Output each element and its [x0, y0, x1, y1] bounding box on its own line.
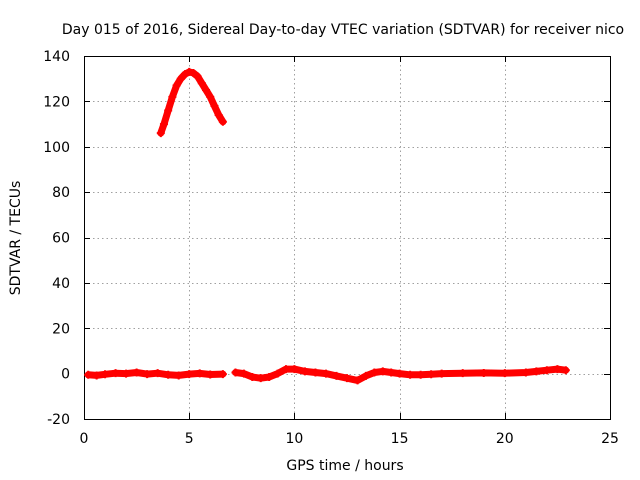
data-point	[395, 369, 404, 378]
y-tick-label: 60	[52, 231, 70, 247]
data-point	[437, 369, 446, 378]
data-point	[159, 120, 168, 129]
y-tick-label: 100	[43, 140, 70, 156]
x-tick-label: 15	[391, 431, 409, 447]
data-point	[532, 367, 541, 376]
data-point	[164, 370, 173, 379]
data-point	[84, 370, 93, 379]
data-point	[561, 366, 570, 375]
data-point	[332, 371, 341, 380]
data-point	[239, 369, 248, 378]
plot-frame	[84, 56, 611, 420]
data-point	[206, 370, 215, 379]
y-tick-label: 20	[52, 321, 70, 337]
data-point	[185, 370, 194, 379]
data-point	[416, 370, 425, 379]
data-point	[132, 368, 141, 377]
data-point	[92, 371, 101, 380]
data-point	[311, 368, 320, 377]
data-point	[143, 370, 152, 379]
data-point	[197, 79, 206, 88]
x-tick-label: 20	[496, 431, 514, 447]
data-point	[387, 368, 396, 377]
data-point	[343, 374, 351, 383]
data-point	[206, 92, 215, 101]
x-tick-label: 0	[80, 431, 89, 447]
data-point	[218, 370, 227, 379]
data-point	[500, 369, 509, 378]
data-point	[256, 374, 265, 383]
grid-layer	[84, 56, 610, 419]
data-point	[172, 81, 181, 90]
y-tick-label: 0	[61, 367, 70, 383]
data-point	[218, 117, 227, 126]
data-point	[521, 368, 530, 377]
y-tick-label: 120	[43, 94, 70, 110]
data-point	[122, 369, 131, 378]
y-axis-label: SDTVAR / TECUs	[8, 181, 24, 296]
data-point	[427, 370, 436, 379]
data-point	[553, 365, 562, 374]
data-point	[185, 67, 194, 76]
data-point	[156, 129, 165, 138]
data-point	[370, 368, 379, 377]
data-point	[153, 369, 162, 378]
data-point	[353, 376, 362, 385]
data-point	[176, 74, 185, 83]
data-point	[111, 369, 120, 378]
data-point	[174, 371, 183, 380]
data-point	[458, 369, 467, 378]
data-point	[378, 367, 387, 376]
data-point	[273, 369, 282, 378]
y-tick-label: 140	[43, 49, 70, 65]
chart-title: Day 015 of 2016, Sidereal Day-to-day VTE…	[62, 22, 624, 38]
data-point	[202, 86, 211, 95]
y-tick-label: 40	[52, 276, 70, 292]
data-point	[189, 69, 198, 78]
data-point	[180, 70, 189, 79]
data-point	[193, 72, 202, 81]
x-tick-label: 10	[285, 431, 303, 447]
data-point	[406, 370, 415, 379]
data-point	[361, 371, 370, 380]
y-tick-label: 80	[52, 185, 70, 201]
data-point	[231, 368, 240, 377]
data-point	[164, 106, 173, 115]
data-point	[479, 368, 488, 377]
ticks-layer: -20 0 20 40 60 80 100 120 140 0 5 10 15 20 25	[43, 49, 619, 447]
data-point	[290, 365, 299, 374]
data-point	[281, 365, 290, 374]
x-axis-label: GPS time / hours	[286, 458, 403, 474]
data-point	[542, 366, 551, 375]
data-point	[214, 110, 223, 119]
data-point	[210, 101, 219, 110]
data-point	[321, 369, 330, 378]
x-tick-label: 25	[601, 431, 619, 447]
data-point	[101, 370, 110, 379]
data-point	[300, 367, 309, 376]
data-point	[195, 369, 204, 378]
x-tick-label: 5	[185, 431, 194, 447]
series-layer	[84, 67, 570, 385]
y-tick-label: -20	[47, 412, 70, 428]
data-point	[265, 373, 274, 382]
data-point	[168, 92, 177, 101]
data-point	[248, 373, 257, 382]
